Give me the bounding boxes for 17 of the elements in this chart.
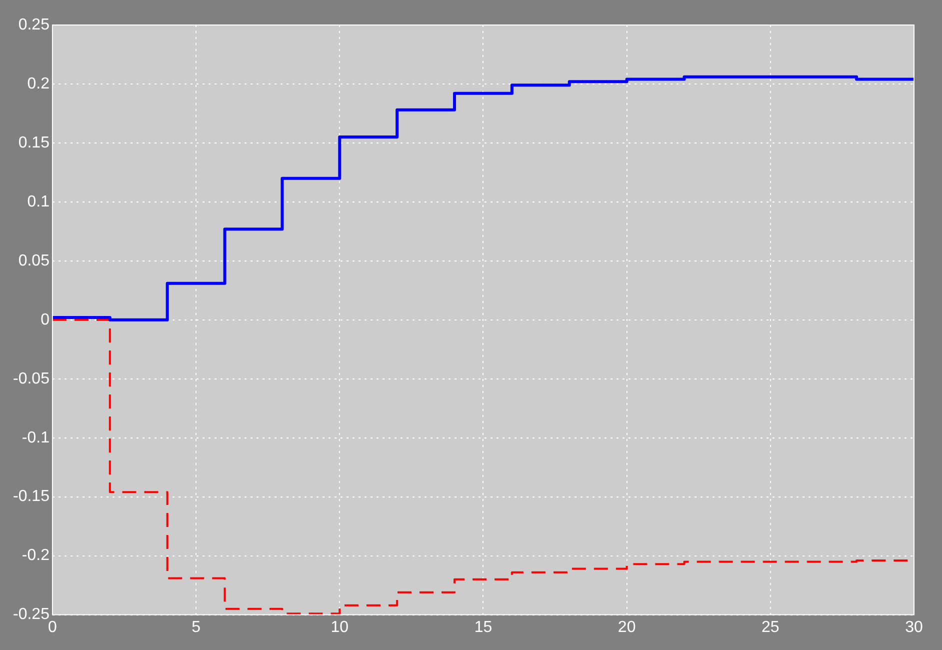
y-tick-label: -0.05	[13, 370, 50, 388]
y-tick-label: 0.15	[18, 134, 50, 152]
y-tick-label: 0.2	[27, 75, 50, 92]
y-tick-label: 0.1	[27, 193, 50, 210]
y-tick-label: -0.2	[22, 547, 50, 564]
x-tick-label: 5	[192, 618, 201, 636]
x-tick-label: 30	[905, 618, 923, 636]
y-tick-label: 0.25	[18, 16, 50, 34]
x-tick-label: 15	[474, 618, 492, 636]
y-tick-label: 0.05	[18, 252, 50, 270]
y-tick-label: -0.1	[22, 429, 50, 446]
y-tick-label: -0.25	[13, 606, 50, 624]
x-tick-label: 10	[330, 618, 349, 636]
x-tick-label: 20	[618, 618, 636, 636]
x-tick-label: 25	[762, 618, 780, 636]
y-tick-label: -0.15	[13, 488, 50, 506]
y-tick-label: 0	[40, 311, 50, 328]
